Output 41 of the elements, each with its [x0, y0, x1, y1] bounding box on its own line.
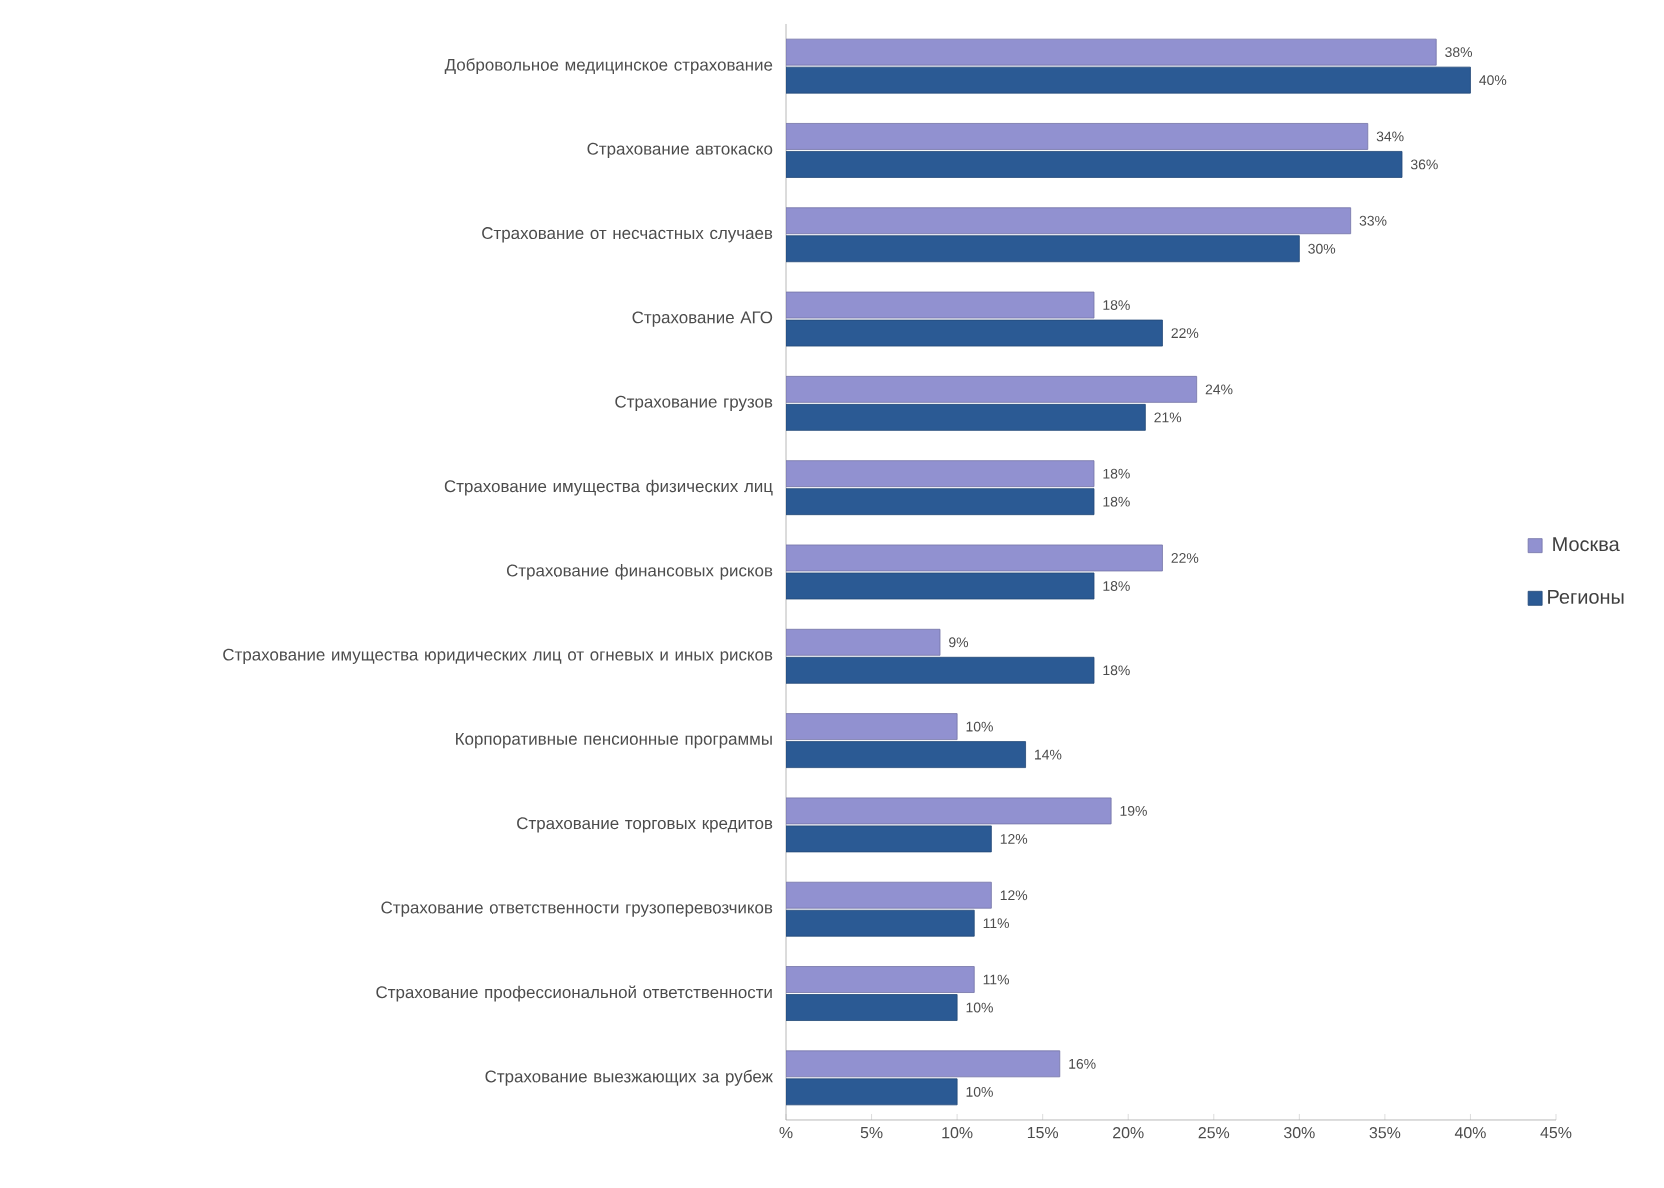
bar	[786, 66, 1471, 94]
bar	[786, 38, 1437, 66]
bar	[786, 460, 1095, 488]
bar	[786, 1050, 1061, 1078]
bar	[786, 291, 1095, 319]
y-tick-label: Страхование имущества физических лиц	[444, 479, 773, 496]
y-tick-label: Страхование профессиональной ответственности	[376, 985, 772, 1002]
bar	[786, 1078, 958, 1106]
y-tick-label: Страхование АГО	[632, 311, 773, 327]
bar	[786, 797, 1112, 825]
bar	[786, 319, 1163, 347]
y-tick-label: Страхование грузов	[615, 395, 773, 412]
bar	[786, 825, 992, 853]
y-tick-label: Корпоративные пенсионные программы	[456, 733, 772, 749]
bar	[786, 488, 1095, 516]
bar	[786, 881, 992, 909]
y-tick-label: Страхование финансовых рисков	[506, 564, 773, 580]
bar	[786, 994, 958, 1021]
bar	[786, 123, 1369, 150]
y-tick-label: Страхование имущества юридических лиц от огневых и иных рисков	[223, 648, 773, 664]
legend-label: Москва	[1553, 537, 1620, 552]
bar	[786, 544, 1163, 572]
bar	[786, 151, 1403, 178]
bar	[786, 628, 941, 656]
bar	[786, 909, 975, 937]
bar	[786, 656, 1095, 684]
y-tick-label: Страхование торговых кредитов	[517, 817, 773, 833]
bar	[786, 713, 958, 740]
bar	[786, 741, 1026, 768]
y-tick-label: Страхование автокаско	[587, 142, 773, 159]
bar	[786, 403, 1146, 431]
y-tick-label: Добровольное медицинское страхование	[444, 58, 773, 75]
bar	[786, 966, 975, 993]
legend-label: Регионы	[1548, 589, 1624, 604]
bar	[786, 375, 1198, 403]
y-tick-label: Страхование выезжающих за рубеж	[485, 1069, 773, 1086]
y-tick-label: Страхование от несчастных случаев	[482, 227, 773, 243]
y-tick-label: Страхование ответственности грузоперевозчиков	[381, 901, 773, 917]
bar	[786, 207, 1352, 235]
bar	[786, 572, 1095, 600]
bar	[786, 235, 1300, 263]
